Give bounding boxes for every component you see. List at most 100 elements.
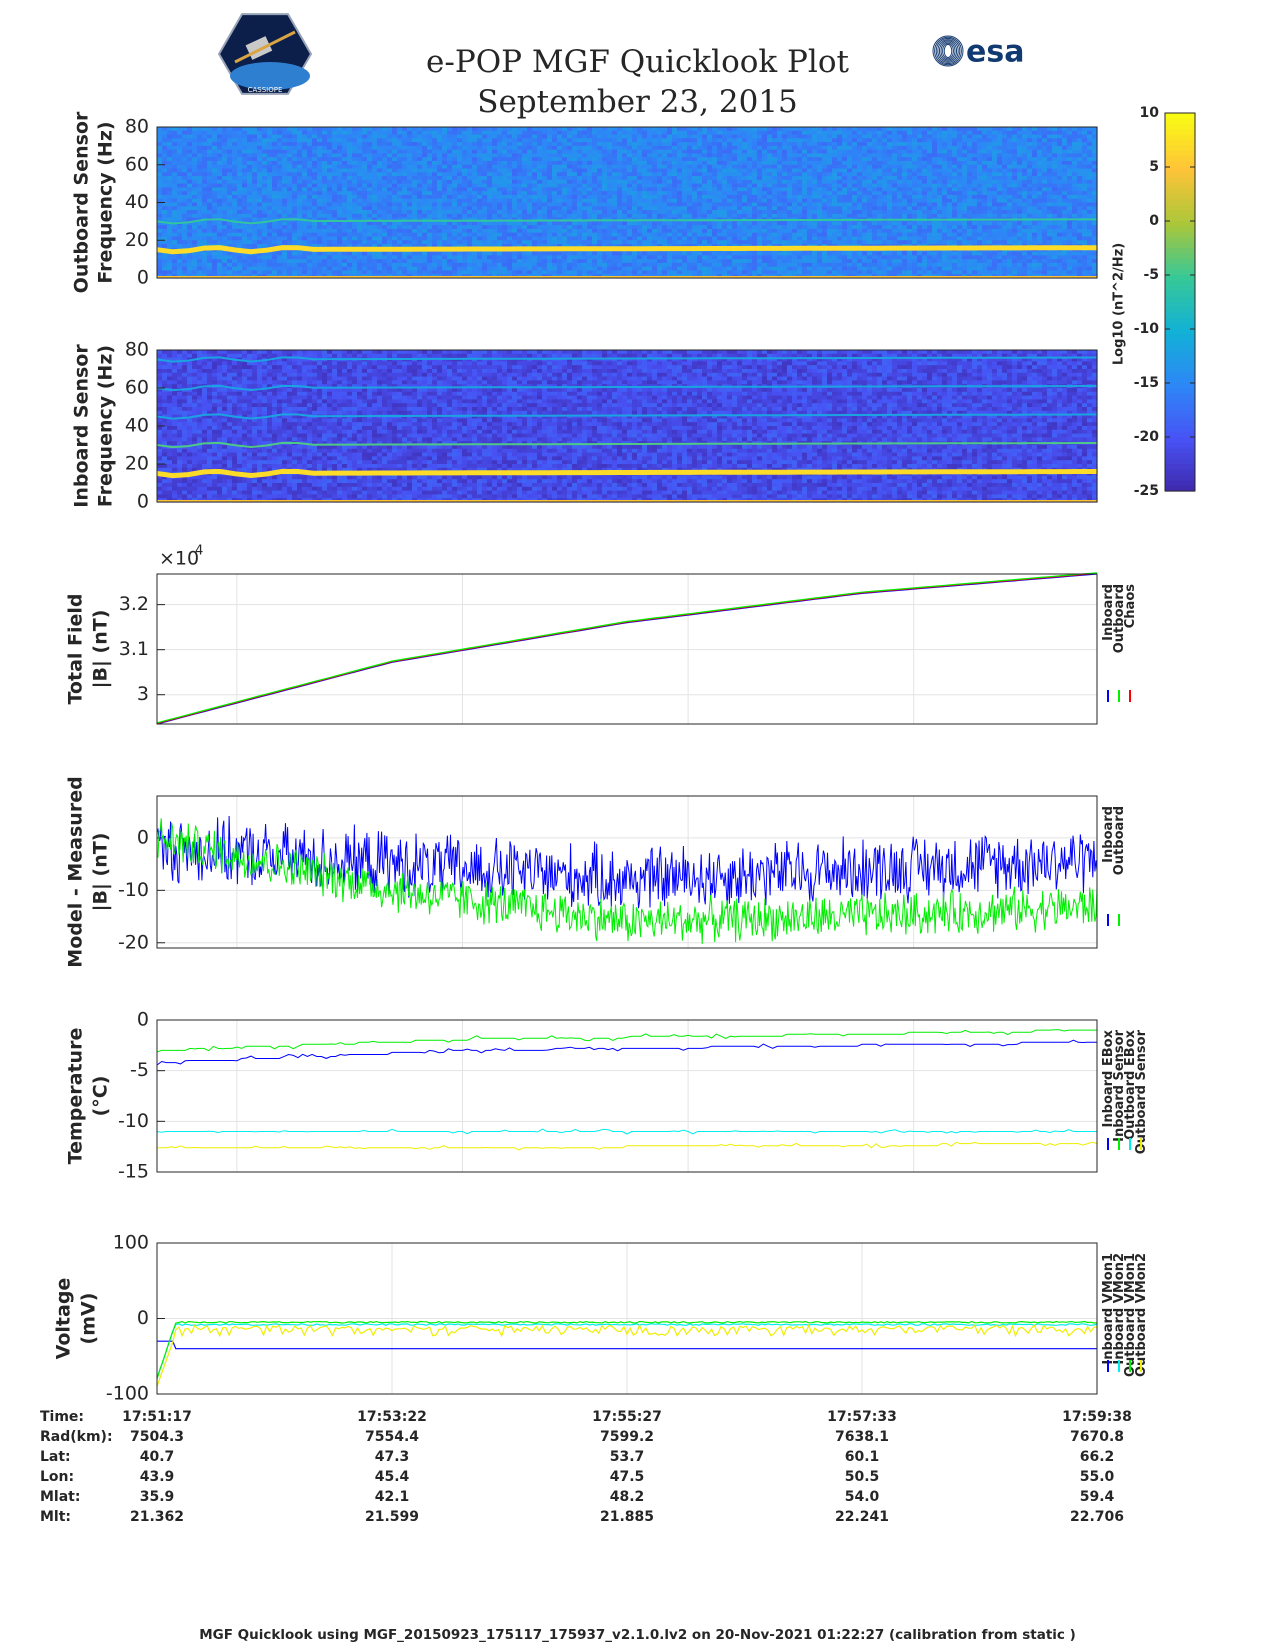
spectrogram-cell [952,210,958,215]
spectrogram-cell [617,183,623,189]
spectrogram-cell [587,153,593,158]
spectrogram-cell [687,164,693,170]
spectrogram-cell [892,172,898,177]
spectrogram-cell [787,179,793,185]
spectrogram-cell [252,153,258,158]
spectrogram-cell [912,191,918,196]
spectrogram-cell [927,202,933,207]
spectrogram-cell [1072,153,1078,158]
spectrogram-cell [417,217,423,222]
spectrogram-cell [462,172,468,177]
spectrogram-cell [842,194,848,200]
spectrogram-cell [512,130,518,136]
spectrogram-cell [452,164,458,170]
spectrogram-cell [487,183,493,189]
spectrogram-cell [202,176,208,181]
spectrogram-cell [352,127,358,132]
spectrogram-cell [777,168,783,173]
spectrogram-cell [652,127,658,132]
spectrogram-cell [602,127,608,132]
spectrogram-cell [727,183,733,189]
spectrogram-cell [557,194,563,200]
spectrogram-cell [462,225,468,230]
spectrogram-cell [727,134,733,139]
spectrogram-cell [457,145,463,151]
spectrogram-cell [377,194,383,200]
spectrogram-cell [1047,172,1053,177]
spectrogram-cell [442,179,448,185]
spectrogram-cell [652,142,658,147]
spectrogram-cell [407,225,413,230]
spectrogram-cell [537,157,543,162]
spectrogram-cell [227,191,233,196]
spectrogram-cell [472,127,478,132]
spectrogram-cell [407,153,413,158]
spectrogram-cell [557,172,563,177]
spectrogram-cell [192,130,198,136]
spectrogram-cell [447,172,453,177]
spectrogram-cell [867,153,873,158]
spectrogram-cell [517,138,523,143]
spectrogram-cell [602,194,608,200]
spectrogram-cell [422,153,428,158]
spectrogram-cell [257,130,263,136]
spectrogram-cell [977,210,983,215]
spectrogram-cell [712,206,718,211]
spectrogram-cell [382,134,388,139]
spectrogram-cell [302,221,308,226]
spectrogram-cell [167,172,173,177]
spectrogram-cell [1012,179,1018,185]
spectrogram-cell [797,194,803,200]
spectrogram-cell [222,153,228,158]
spectrogram-cell [572,191,578,196]
spectrogram-cell [637,191,643,196]
spectrogram-cell [462,176,468,181]
spectrogram-cell [1012,210,1018,215]
spectrogram-cell [377,213,383,219]
spectrogram-cell [612,179,618,185]
spectrogram-cell [507,142,513,147]
spectrogram-cell [467,225,473,230]
spectrogram-cell [202,202,208,207]
spectrogram-cell [857,138,863,143]
spectrogram-cell [627,134,633,139]
spectrogram-cell [597,210,603,215]
spectrogram-cell [1062,194,1068,200]
spectrogram-cell [442,160,448,166]
spectrogram-cell [612,213,618,219]
spectrogram-cell [417,176,423,181]
spectrogram-cell [857,183,863,189]
spectrogram-cell [977,187,983,192]
spectrogram-cell [462,134,468,139]
spectrogram-cell [747,138,753,143]
spectrogram-cell [347,210,353,215]
spectrogram-cell [267,142,273,147]
spectrogram-cell [782,142,788,147]
spectrogram-cell [592,127,598,132]
spectrogram-cell [957,145,963,151]
spectrogram-cell [507,130,513,136]
spectrogram-cell [502,142,508,147]
spectrogram-cell [942,191,948,196]
spectrogram-cell [707,130,713,136]
spectrogram-cell [272,191,278,196]
spectrogram-cell [722,191,728,196]
spectrogram-cell [922,149,928,155]
spectrogram-cell [802,127,808,132]
spectrogram-cell [347,225,353,230]
spectrogram-cell [372,202,378,207]
spectrogram-cell [502,221,508,226]
spectrogram-cell [382,225,388,230]
spectrogram-cell [732,191,738,196]
spectrogram-cell [792,183,798,189]
spectrogram-cell [272,157,278,162]
spectrogram-cell [662,160,668,166]
spectrogram-cell [1077,179,1083,185]
spectrogram-cell [552,160,558,166]
spectrogram-cell [297,176,303,181]
spectrogram-cell [312,168,318,173]
spectrogram-cell [692,164,698,170]
spectrogram-cell [867,127,873,132]
spectrogram-cell [362,153,368,158]
spectrogram-cell [1067,142,1073,147]
